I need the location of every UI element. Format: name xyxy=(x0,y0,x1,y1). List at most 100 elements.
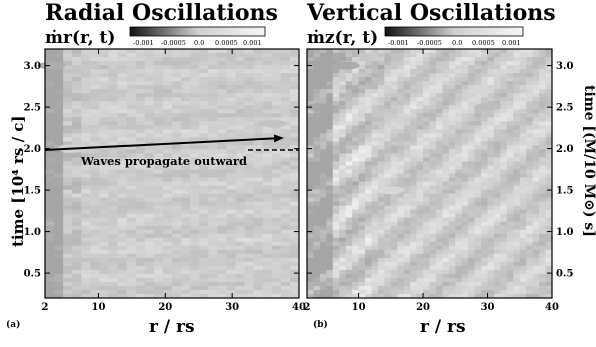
heatmap-cell xyxy=(144,253,155,259)
heatmap-cell xyxy=(423,189,430,194)
heatmap-cell xyxy=(532,249,540,255)
heatmap-cell xyxy=(500,233,508,239)
heatmap-cell xyxy=(365,277,372,283)
heatmap-cell xyxy=(208,197,218,203)
heatmap-cell xyxy=(81,133,91,138)
heatmap-cell xyxy=(500,185,508,190)
heatmap-cell xyxy=(332,197,340,203)
heatmap-cell xyxy=(487,225,495,231)
heatmap-cell xyxy=(442,289,450,295)
heatmap-cell xyxy=(545,201,553,207)
heatmap-cell xyxy=(539,209,546,215)
heatmap-cell xyxy=(90,273,100,279)
heatmap-cell xyxy=(371,113,379,118)
heatmap-cell xyxy=(345,221,353,227)
heatmap-cell xyxy=(208,109,218,114)
heatmap-cell xyxy=(190,169,200,174)
heatmap-cell xyxy=(72,97,82,102)
heatmap-cell xyxy=(345,193,353,198)
heatmap-cell xyxy=(181,157,191,162)
heatmap-cell xyxy=(280,233,291,239)
heatmap-cell xyxy=(410,181,418,186)
heatmap-cell xyxy=(513,253,521,259)
heatmap-cell xyxy=(289,153,300,158)
heatmap-cell xyxy=(513,249,521,255)
heatmap-cell xyxy=(63,125,73,130)
heatmap-cell xyxy=(319,65,327,70)
heatmap-cell xyxy=(410,73,418,78)
heatmap-cell xyxy=(235,201,245,207)
heatmap-cell xyxy=(190,197,200,203)
heatmap-cell xyxy=(289,249,300,255)
heatmap-cell xyxy=(108,209,118,215)
heatmap-cell xyxy=(423,245,430,251)
heatmap-cell xyxy=(262,237,273,243)
heatmap-cell xyxy=(199,177,209,182)
heatmap-cell xyxy=(493,65,501,70)
heatmap-cell xyxy=(481,217,488,223)
heatmap-cell xyxy=(226,289,236,295)
heatmap-cell xyxy=(403,121,411,126)
heatmap-cell xyxy=(390,177,398,182)
heatmap-cell xyxy=(326,201,334,207)
heatmap-cell xyxy=(442,141,450,146)
heatmap-cell xyxy=(365,77,372,82)
heatmap-cell xyxy=(345,177,353,182)
heatmap-cell xyxy=(358,101,366,106)
heatmap-cell xyxy=(54,153,64,158)
heatmap-cell xyxy=(81,249,91,255)
heatmap-cell xyxy=(506,81,514,86)
heatmap-cell xyxy=(397,213,405,219)
heatmap-cell xyxy=(455,217,463,223)
heatmap-cell xyxy=(217,65,227,70)
heatmap-cell xyxy=(307,161,314,166)
heatmap-cell xyxy=(190,113,200,118)
heatmap-cell xyxy=(99,137,109,142)
heatmap-cell xyxy=(90,281,100,287)
heatmap-cell xyxy=(526,269,534,275)
heatmap-cell xyxy=(280,281,291,287)
heatmap-cell xyxy=(429,261,437,267)
heatmap-cell xyxy=(99,149,109,154)
heatmap-cell xyxy=(519,101,527,106)
heatmap-cell xyxy=(190,85,200,90)
heatmap-cell xyxy=(442,217,450,223)
heatmap-cell xyxy=(429,65,437,70)
heatmap-cell xyxy=(280,269,291,275)
heatmap-cell xyxy=(217,109,227,114)
heatmap-cell xyxy=(493,225,501,231)
heatmap-cell xyxy=(352,153,359,158)
heatmap-cell xyxy=(54,189,64,194)
heatmap-cell xyxy=(181,249,191,255)
heatmap-cell xyxy=(280,85,291,90)
heatmap-cell xyxy=(371,101,379,106)
heatmap-cell xyxy=(448,109,456,114)
heatmap-cell xyxy=(99,57,109,62)
heatmap-cell xyxy=(90,169,100,174)
heatmap-cell xyxy=(280,177,291,182)
heatmap-cell xyxy=(326,289,334,295)
heatmap-cell xyxy=(280,181,291,186)
heatmap-cell xyxy=(397,241,405,247)
heatmap-cell xyxy=(487,161,495,166)
heatmap-cell xyxy=(332,201,340,207)
heatmap-cell xyxy=(506,285,514,291)
heatmap-cell xyxy=(117,249,128,255)
heatmap-cell xyxy=(384,73,392,78)
heatmap-cell xyxy=(339,113,347,118)
y-tick-label: 0.5 xyxy=(556,269,573,280)
heatmap-cell xyxy=(365,197,372,203)
heatmap-cell xyxy=(135,57,146,62)
heatmap-cell xyxy=(307,189,314,194)
heatmap-cell xyxy=(390,201,398,207)
heatmap-cell xyxy=(448,97,456,102)
heatmap-cell xyxy=(423,193,430,198)
heatmap-cell xyxy=(493,221,501,227)
heatmap-cell xyxy=(117,205,128,211)
heatmap-cell xyxy=(54,101,64,106)
heatmap-cell xyxy=(135,153,146,158)
heatmap-cell xyxy=(135,89,146,94)
heatmap-cell xyxy=(135,253,146,259)
heatmap-cell xyxy=(377,209,385,215)
heatmap-cell xyxy=(235,49,245,54)
